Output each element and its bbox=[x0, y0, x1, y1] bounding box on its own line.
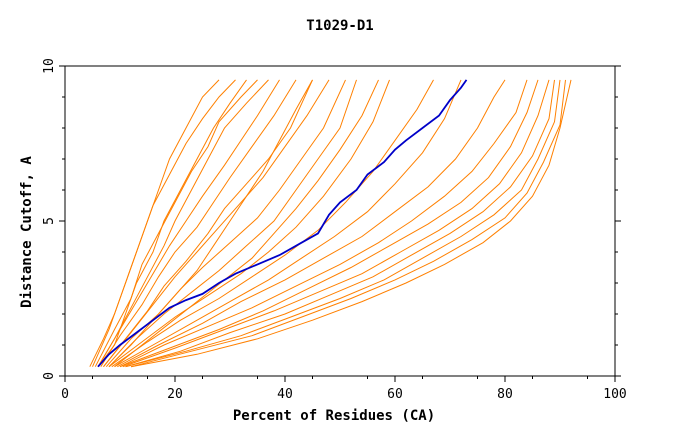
series-line-6 bbox=[100, 79, 297, 367]
x-tick-label-20: 20 bbox=[167, 387, 183, 402]
x-tick-label-60: 60 bbox=[387, 387, 403, 402]
series-line-15 bbox=[119, 79, 528, 368]
series-line-22 bbox=[108, 79, 313, 368]
x-tick-label-40: 40 bbox=[277, 387, 293, 402]
series-line-5 bbox=[97, 79, 280, 367]
series-line-17 bbox=[122, 79, 550, 368]
x-tick-label-0: 0 bbox=[61, 387, 69, 402]
x-axis: 0 20 40 60 80 100 bbox=[61, 376, 627, 402]
series-line-16 bbox=[119, 79, 539, 368]
x-tick-label-100: 100 bbox=[603, 387, 626, 402]
series-line-21 bbox=[130, 79, 572, 368]
y-tick-label-5: 5 bbox=[42, 217, 57, 225]
series-line-11 bbox=[108, 79, 390, 368]
series-line-20 bbox=[130, 79, 566, 368]
series-line-10 bbox=[108, 79, 357, 368]
series-line-3 bbox=[94, 79, 258, 367]
series-line-19 bbox=[125, 79, 561, 368]
series-line-24 bbox=[97, 79, 247, 368]
highlight-series-line bbox=[97, 79, 468, 368]
series-line-8 bbox=[103, 79, 330, 368]
series-line-18 bbox=[125, 79, 555, 368]
series-line-2 bbox=[92, 79, 236, 367]
y-tick-label-0: 0 bbox=[42, 372, 57, 380]
chart-title: T1029-D1 bbox=[306, 18, 373, 34]
y-axis: 0 5 10 bbox=[42, 58, 621, 380]
series-layer bbox=[89, 79, 572, 368]
series-line-4 bbox=[97, 79, 269, 367]
y-axis-label: Distance Cutoff, A bbox=[19, 156, 35, 308]
series-line-23 bbox=[114, 79, 379, 368]
y-tick-label-10: 10 bbox=[42, 58, 57, 74]
series-line-13 bbox=[114, 79, 462, 368]
x-axis-label: Percent of Residues (CA) bbox=[233, 408, 435, 424]
series-line-14 bbox=[117, 79, 506, 368]
x-tick-label-80: 80 bbox=[497, 387, 513, 402]
